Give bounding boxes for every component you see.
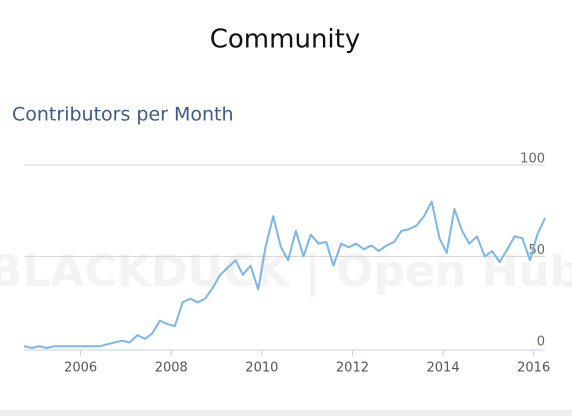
y-tick-label: 0 (537, 335, 545, 350)
x-tick-label: 2010 (245, 361, 278, 376)
x-tick-label: 2014 (427, 361, 460, 376)
section-title: Community (210, 25, 360, 55)
x-tick-label: 2016 (517, 361, 550, 376)
x-tick-label: 2012 (336, 361, 369, 376)
watermark: BLACKDUCK | Open Hub (0, 246, 572, 297)
x-tick-label: 2006 (64, 361, 97, 376)
data-line (23, 200, 546, 349)
footer-bar (0, 410, 572, 416)
chart-subtitle: Contributors per Month (12, 104, 234, 126)
y-tick-label: 100 (520, 152, 545, 167)
x-tick-label: 2008 (155, 361, 188, 376)
